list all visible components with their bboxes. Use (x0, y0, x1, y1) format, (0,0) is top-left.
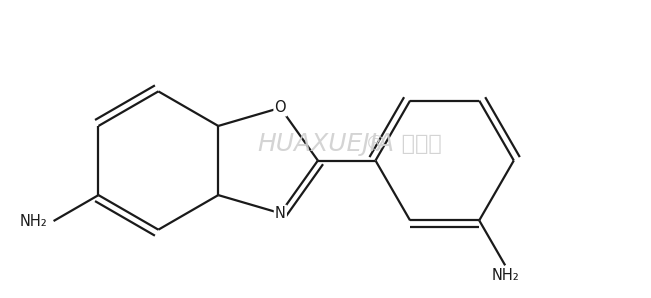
Text: N: N (275, 206, 286, 221)
Text: O: O (275, 100, 286, 115)
Text: HUAXUEJIA: HUAXUEJIA (257, 132, 394, 156)
Text: NH₂: NH₂ (20, 214, 48, 229)
Text: NH₂: NH₂ (492, 268, 519, 283)
Text: ®  化学加: ® 化学加 (365, 134, 441, 154)
